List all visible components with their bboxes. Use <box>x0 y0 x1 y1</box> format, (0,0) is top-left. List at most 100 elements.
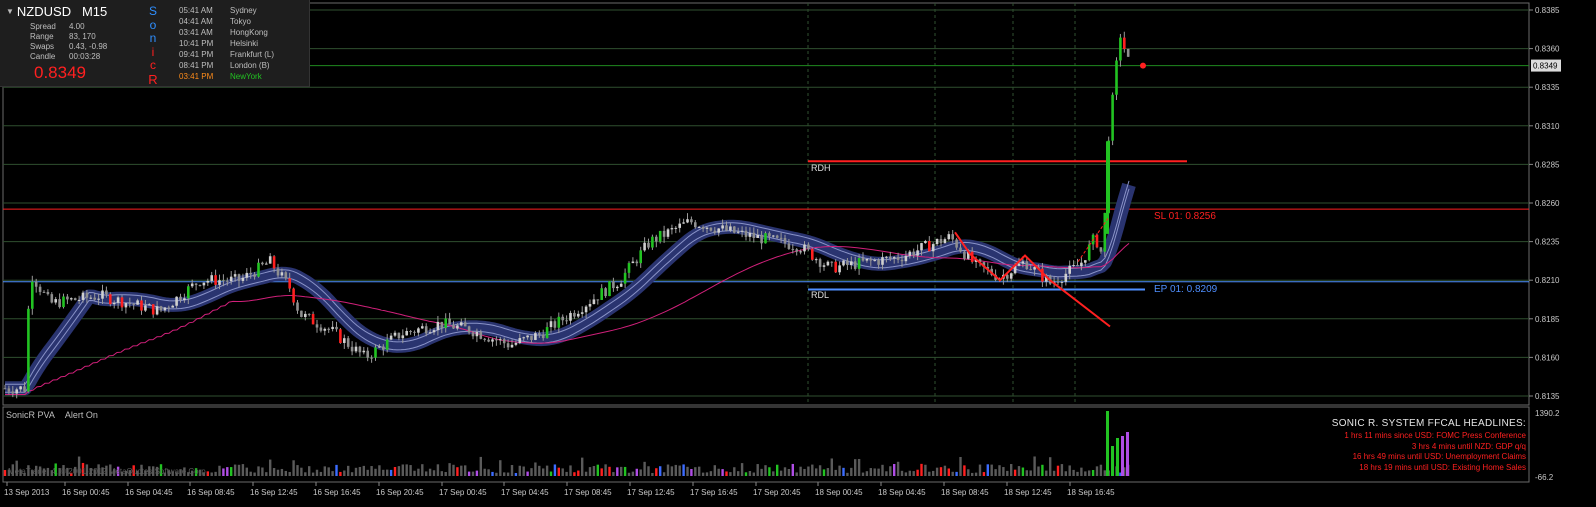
candle-body <box>924 240 927 244</box>
volume-bar <box>616 467 619 476</box>
time-tick-label: 16 Sep 20:45 <box>376 488 424 497</box>
candle-body <box>1095 234 1099 248</box>
sonic-r-logo: S o n i c R <box>147 4 159 86</box>
candle-body <box>448 318 451 325</box>
volume-bar <box>93 469 96 476</box>
volume-bar <box>350 472 354 476</box>
candle-body <box>545 327 549 339</box>
ema-low-line <box>5 188 1130 393</box>
candle-body <box>694 222 697 228</box>
candle-body <box>908 251 912 256</box>
candle-body <box>986 267 990 269</box>
candle-body <box>11 391 15 394</box>
volume-bar <box>518 465 521 476</box>
volume-bar <box>257 466 260 476</box>
candle-body <box>452 324 455 329</box>
volume-bar <box>881 464 884 476</box>
session-city: NewYork <box>230 72 262 81</box>
volume-bar <box>655 468 658 476</box>
volume-bar <box>709 471 713 476</box>
candle-body <box>655 236 658 242</box>
candle-body <box>366 350 369 358</box>
candle-body <box>206 280 210 283</box>
volume-bar <box>538 465 541 476</box>
volume-bar <box>698 466 701 476</box>
triangle-down-icon[interactable]: ▼ <box>6 7 14 16</box>
candle-body <box>596 299 600 301</box>
price-tick-label: 0.8285 <box>1535 160 1560 169</box>
candle-body <box>1041 268 1044 282</box>
volume-bar <box>35 465 38 476</box>
candle-body <box>916 250 919 256</box>
candle-body <box>148 304 151 306</box>
candle-body <box>647 242 650 248</box>
candle-body <box>233 274 237 277</box>
candle-body <box>307 313 311 315</box>
volume-bar <box>452 464 455 476</box>
volume-bar <box>15 460 18 476</box>
candle-body <box>756 234 759 238</box>
volume-bar <box>659 466 662 476</box>
volume-bar <box>421 464 424 476</box>
volume-bar <box>499 460 502 476</box>
candle-body <box>1056 281 1060 283</box>
volume-bar <box>522 466 525 476</box>
candle-body <box>904 255 908 262</box>
news-headlines: SONIC R. SYSTEM FFCAL HEADLINES: 1 hrs 1… <box>1332 418 1526 473</box>
logo-letter: n <box>149 31 157 45</box>
candle-body <box>635 261 639 264</box>
volume-bar <box>11 464 14 476</box>
volume-bar <box>713 465 716 476</box>
volume-bar <box>140 464 143 476</box>
candle-body <box>194 283 198 285</box>
price-tick-label: 0.8135 <box>1535 392 1560 401</box>
volume-bar <box>764 465 767 476</box>
time-tick-label: 16 Sep 00:45 <box>62 488 110 497</box>
candle-body <box>268 256 272 264</box>
volume-bar <box>327 467 330 476</box>
volume-bar <box>101 467 104 476</box>
candle-body <box>557 316 561 328</box>
volume-bar <box>947 468 950 476</box>
volume-bar <box>19 469 22 476</box>
candle-body <box>31 281 34 309</box>
candle-body <box>66 296 69 300</box>
volume-bar <box>912 471 915 476</box>
candle-body <box>744 230 748 237</box>
candle-body <box>190 283 194 287</box>
session-row: 10:41 PM Helsinki <box>179 38 274 49</box>
candle-body <box>674 227 678 229</box>
time-tick-label: 17 Sep 04:45 <box>501 488 549 497</box>
candle-body <box>214 275 217 285</box>
volume-bar <box>358 466 362 476</box>
candle-body <box>362 350 366 353</box>
candle-body <box>853 261 857 269</box>
candle-body <box>549 321 553 328</box>
volume-bar <box>280 468 284 476</box>
session-row: 05:41 AM Sydney <box>179 5 274 16</box>
candle-body <box>1123 37 1126 49</box>
candle-body <box>623 272 627 284</box>
candle-body <box>50 294 54 303</box>
symbol-header[interactable]: ▼ NZDUSD M15 <box>6 4 107 19</box>
volume-bar <box>857 458 861 476</box>
candle-body <box>265 263 268 265</box>
candle-body <box>77 299 81 301</box>
info-row-swaps: Swaps 0.43, -0.98 <box>30 42 107 52</box>
candle-body <box>612 281 615 289</box>
logo-letter: o <box>149 17 157 32</box>
indicator-label: SonicR PVA Alert On <box>6 410 98 420</box>
info-label: Swaps <box>30 42 55 51</box>
candle-body <box>346 338 350 347</box>
candle-body <box>175 296 178 306</box>
volume-bar <box>850 467 853 476</box>
volume-bar <box>1088 470 1091 476</box>
volume-bar <box>347 465 350 476</box>
candle-body <box>19 386 22 390</box>
volume-bar <box>362 465 365 476</box>
info-row-range: Range 83, 170 <box>30 32 107 42</box>
volume-bar <box>171 471 174 476</box>
candle-body <box>350 346 354 352</box>
session-row: 03:41 AM HongKong <box>179 27 274 38</box>
candle-body <box>803 244 806 252</box>
